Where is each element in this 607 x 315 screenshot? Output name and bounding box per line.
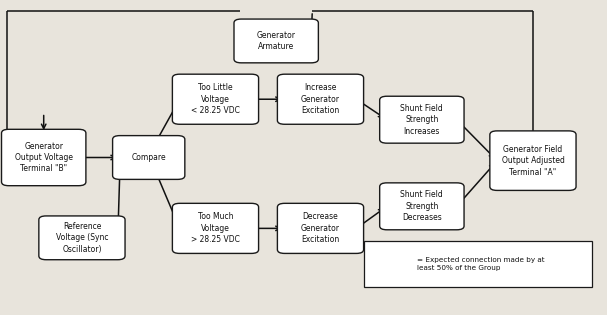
Text: Generator Field
Output Adjusted
Terminal "A": Generator Field Output Adjusted Terminal… — [501, 145, 565, 177]
Text: Generator
Armature: Generator Armature — [257, 31, 296, 51]
Text: Generator
Output Voltage
Terminal "B": Generator Output Voltage Terminal "B" — [15, 141, 73, 174]
FancyBboxPatch shape — [380, 96, 464, 143]
FancyBboxPatch shape — [39, 216, 125, 260]
FancyBboxPatch shape — [113, 135, 185, 180]
FancyBboxPatch shape — [277, 74, 364, 124]
FancyBboxPatch shape — [234, 19, 318, 63]
Text: Compare: Compare — [131, 153, 166, 162]
Text: Shunt Field
Strength
Increases: Shunt Field Strength Increases — [401, 104, 443, 136]
Text: Shunt Field
Strength
Decreases: Shunt Field Strength Decreases — [401, 190, 443, 222]
FancyBboxPatch shape — [380, 183, 464, 230]
FancyBboxPatch shape — [277, 203, 364, 253]
FancyBboxPatch shape — [1, 129, 86, 186]
Text: = Expected connection made by at
least 50% of the Group: = Expected connection made by at least 5… — [417, 257, 544, 271]
FancyBboxPatch shape — [490, 131, 576, 190]
FancyBboxPatch shape — [172, 74, 259, 124]
Text: Decrease
Generator
Excitation: Decrease Generator Excitation — [301, 212, 340, 244]
Text: Too Little
Voltage
< 28.25 VDC: Too Little Voltage < 28.25 VDC — [191, 83, 240, 115]
Text: Increase
Generator
Excitation: Increase Generator Excitation — [301, 83, 340, 115]
FancyBboxPatch shape — [364, 241, 592, 287]
Text: Reference
Voltage (Sync
Oscillator): Reference Voltage (Sync Oscillator) — [56, 222, 108, 254]
Text: Too Much
Voltage
> 28.25 VDC: Too Much Voltage > 28.25 VDC — [191, 212, 240, 244]
FancyBboxPatch shape — [172, 203, 259, 253]
